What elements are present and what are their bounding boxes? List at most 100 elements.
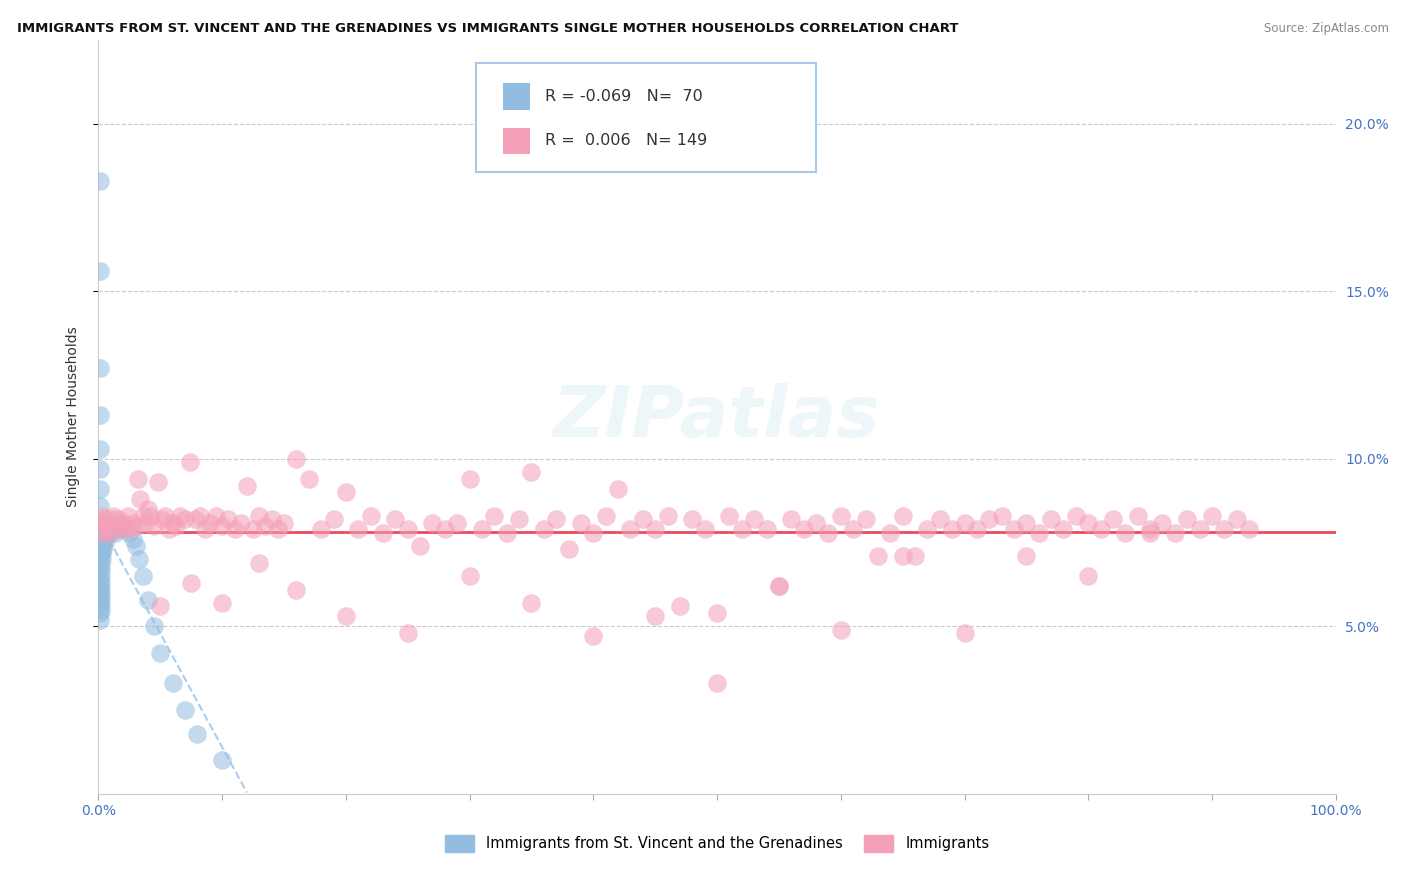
Point	[90, 562, 112, 576]
Point	[90, 546, 112, 560]
Point	[127, 472, 149, 486]
Point	[174, 703, 197, 717]
Point	[128, 552, 150, 566]
Point	[184, 512, 207, 526]
Text: R =  0.006   N= 149: R = 0.006 N= 149	[546, 134, 707, 148]
Point	[224, 522, 246, 536]
Point	[120, 522, 142, 536]
Point	[93, 542, 115, 557]
Point	[134, 516, 156, 530]
Point	[186, 726, 208, 740]
Point	[149, 599, 172, 614]
Point	[129, 492, 152, 507]
Point	[211, 596, 233, 610]
Point	[89, 613, 111, 627]
Point	[90, 596, 112, 610]
Point	[211, 753, 233, 767]
Point	[110, 522, 132, 536]
Point	[1028, 525, 1050, 540]
Point	[122, 516, 145, 530]
Point	[96, 525, 118, 540]
Point	[98, 525, 121, 540]
Point	[139, 508, 162, 523]
Point	[755, 522, 778, 536]
Point	[89, 573, 111, 587]
Point	[89, 606, 111, 620]
Point	[793, 522, 815, 536]
Point	[941, 522, 963, 536]
Point	[180, 575, 202, 590]
Point	[1152, 516, 1174, 530]
Point	[205, 508, 228, 523]
Text: R = -0.069   N=  70: R = -0.069 N= 70	[546, 89, 703, 104]
Point	[768, 579, 790, 593]
Point	[114, 519, 136, 533]
Point	[285, 582, 308, 597]
Point	[90, 589, 112, 603]
Point	[90, 556, 112, 570]
Point	[124, 519, 146, 533]
Point	[93, 535, 115, 549]
Point	[582, 629, 605, 643]
Point	[89, 552, 111, 566]
Point	[1188, 522, 1211, 536]
Point	[93, 529, 115, 543]
Point	[89, 361, 111, 376]
Point	[91, 519, 114, 533]
Point	[194, 522, 217, 536]
Point	[360, 508, 382, 523]
Point	[1139, 522, 1161, 536]
Point	[94, 529, 117, 543]
Point	[742, 512, 765, 526]
Point	[91, 522, 114, 536]
Point	[855, 512, 877, 526]
Point	[93, 529, 115, 543]
Point	[162, 516, 184, 530]
Point	[879, 525, 901, 540]
Point	[93, 525, 115, 540]
Point	[93, 535, 115, 549]
Point	[669, 599, 692, 614]
Point	[335, 485, 357, 500]
Point	[236, 478, 259, 492]
Point	[162, 676, 184, 690]
Point	[124, 539, 146, 553]
Point	[89, 516, 111, 530]
Point	[904, 549, 927, 563]
Point	[446, 516, 468, 530]
Point	[136, 502, 159, 516]
Point	[706, 606, 728, 620]
Point	[335, 609, 357, 624]
Point	[89, 409, 111, 423]
Point	[247, 556, 270, 570]
Bar	[503, 128, 530, 154]
Point	[91, 552, 114, 566]
Point	[309, 522, 332, 536]
Point	[347, 522, 370, 536]
Point	[242, 522, 264, 536]
Point	[149, 646, 172, 660]
Point	[94, 522, 117, 536]
Point	[89, 529, 111, 543]
Point	[90, 575, 112, 590]
Point	[1139, 525, 1161, 540]
Point	[1064, 508, 1087, 523]
Point	[91, 525, 114, 540]
Point	[396, 626, 419, 640]
Point	[96, 519, 118, 533]
Point	[322, 512, 344, 526]
Point	[211, 519, 233, 533]
Point	[557, 542, 579, 557]
Point	[644, 522, 666, 536]
Point	[165, 519, 187, 533]
Point	[100, 522, 122, 536]
Point	[157, 522, 180, 536]
Point	[90, 535, 112, 549]
Point	[229, 516, 252, 530]
Point	[582, 525, 605, 540]
Point	[842, 522, 865, 536]
Point	[484, 508, 506, 523]
Point	[1002, 522, 1025, 536]
Point	[780, 512, 803, 526]
Point	[917, 522, 939, 536]
